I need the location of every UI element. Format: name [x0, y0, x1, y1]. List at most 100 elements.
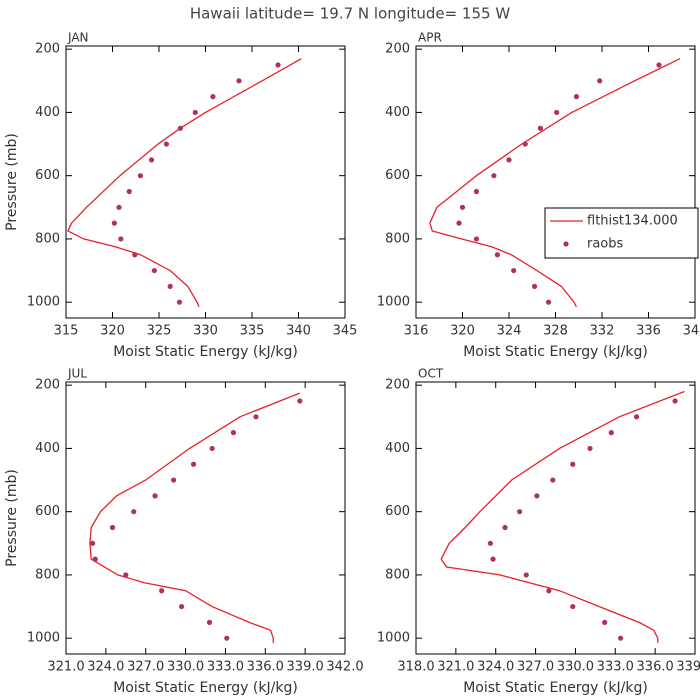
x-tick-label: 335	[240, 324, 265, 339]
x-tick-label: 339.0	[676, 660, 700, 675]
obs-marker	[545, 299, 552, 305]
plot-frame	[415, 381, 696, 655]
panel-title: JAN	[67, 31, 89, 45]
obs-marker	[192, 109, 198, 116]
obs-marker	[570, 461, 576, 467]
x-tick-label: 324.0	[477, 660, 514, 675]
y-tick-label: 800	[35, 231, 60, 246]
y-tick-label: 600	[35, 504, 60, 519]
y-tick-label: 600	[385, 168, 410, 183]
panel-title: OCT	[418, 367, 444, 381]
x-tick-label: 332	[590, 324, 615, 339]
x-tick-label: 315	[54, 324, 79, 339]
legend-label: raobs	[587, 237, 624, 252]
y-tick-label: 1000	[27, 295, 60, 310]
obs-marker	[570, 603, 576, 610]
y-tick-label: 800	[385, 231, 410, 246]
obs-marker	[137, 173, 143, 179]
x-tick-label: 320	[450, 324, 475, 339]
x-tick-label: 339.0	[287, 660, 324, 675]
obs-marker	[672, 398, 678, 404]
y-tick-label: 800	[385, 567, 410, 582]
obs-marker	[190, 461, 197, 467]
x-tick-label: 324.0	[87, 660, 124, 675]
obs-marker	[656, 62, 662, 68]
x-tick-label: 336.0	[247, 660, 284, 675]
obs-marker	[456, 220, 462, 226]
x-tick-label: 333.0	[597, 660, 634, 675]
obs-marker	[531, 283, 538, 289]
obs-marker	[171, 477, 177, 483]
obs-marker	[177, 125, 183, 131]
obs-marker	[163, 141, 170, 147]
obs-marker	[131, 509, 137, 515]
x-axis-label: Moist Static Energy (kJ/kg)	[463, 344, 648, 360]
obs-marker	[178, 603, 185, 610]
panel: JAN 200 400 600 800 1000 315 320 325 330 335 340 345…	[4, 31, 357, 361]
y-tick-label: 400	[385, 441, 410, 456]
obs-marker	[511, 267, 517, 274]
x-tick-label: 336	[636, 324, 661, 339]
x-axis-label: Moist Static Energy (kJ/kg)	[463, 680, 648, 696]
obs-marker	[487, 540, 493, 546]
obs-marker	[618, 635, 624, 641]
y-tick-label: 800	[35, 567, 60, 582]
figure-title: Hawaii latitude= 19.7 N longitude= 155 W	[190, 5, 510, 23]
x-tick-label: 342.0	[326, 660, 363, 675]
x-tick-label: 320	[100, 324, 125, 339]
obs-marker	[148, 157, 155, 163]
model-line	[89, 392, 301, 643]
x-axis-label: Moist Static Energy (kJ/kg)	[113, 680, 298, 696]
obs-marker	[459, 204, 466, 210]
obs-marker	[502, 524, 508, 531]
obs-marker	[473, 236, 480, 242]
y-axis-label: Pressure (mb)	[4, 469, 20, 567]
x-tick-label: 325	[147, 324, 172, 339]
obs-marker	[473, 188, 480, 195]
obs-marker	[132, 252, 138, 258]
y-tick-label: 200	[35, 42, 60, 57]
y-tick-label: 200	[385, 42, 410, 57]
obs-marker	[209, 445, 215, 452]
panel-title: APR	[418, 31, 442, 45]
x-tick-label: 330.0	[557, 660, 594, 675]
obs-marker	[253, 414, 259, 420]
obs-marker	[159, 588, 165, 594]
obs-marker	[491, 173, 497, 179]
legend-box	[544, 207, 699, 259]
x-tick-label: 330.0	[167, 660, 204, 675]
plot-frame	[65, 381, 346, 655]
obs-marker	[92, 556, 98, 562]
x-tick-label: 328	[543, 324, 568, 339]
obs-marker	[554, 109, 560, 116]
x-tick-label: 318.0	[397, 660, 434, 675]
obs-marker	[109, 524, 116, 531]
x-tick-label: 327.0	[127, 660, 164, 675]
legend-label: flthist134.000	[587, 214, 678, 229]
obs-marker	[126, 188, 132, 195]
x-tick-label: 324	[497, 324, 522, 339]
y-tick-label: 600	[35, 168, 60, 183]
obs-marker	[494, 252, 500, 258]
obs-marker	[602, 619, 608, 625]
y-axis-label: Pressure (mb)	[4, 133, 20, 231]
y-tick-label: 400	[385, 105, 410, 120]
x-tick-label: 345	[333, 324, 358, 339]
obs-marker	[490, 556, 496, 562]
obs-marker	[123, 572, 129, 578]
y-tick-label: 1000	[377, 631, 410, 646]
x-tick-label: 330	[193, 324, 218, 339]
obs-marker	[151, 267, 157, 274]
obs-marker	[230, 430, 236, 436]
obs-marker	[546, 588, 552, 594]
y-tick-label: 400	[35, 105, 60, 120]
obs-marker	[506, 157, 512, 163]
obs-marker	[597, 78, 603, 84]
model-line	[440, 390, 685, 643]
obs-marker	[523, 572, 529, 578]
legend-swatch	[563, 241, 569, 247]
obs-marker	[152, 493, 158, 499]
